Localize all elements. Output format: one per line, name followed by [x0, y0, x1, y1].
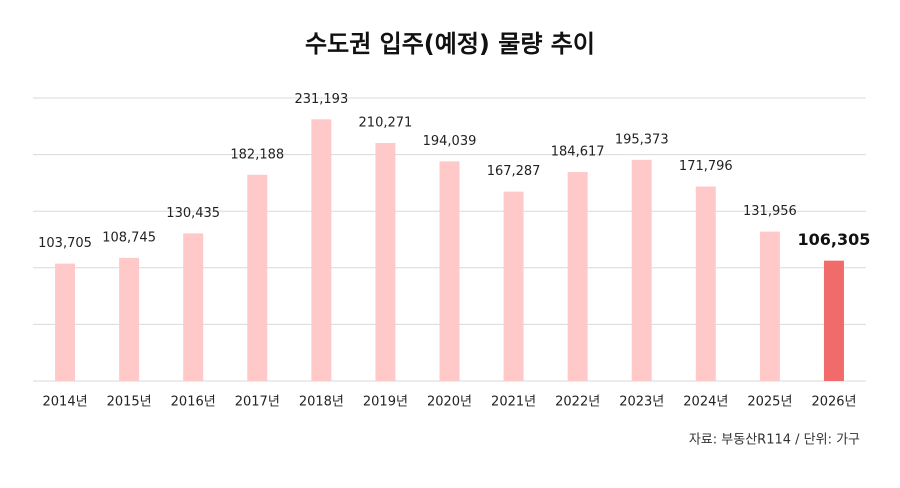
x-tick-label: 2024년 [683, 395, 728, 410]
bar [439, 161, 460, 381]
value-label: 108,745 [102, 230, 156, 245]
bar [695, 186, 716, 381]
value-label: 195,373 [615, 132, 669, 147]
bar [375, 142, 396, 381]
bar [823, 260, 844, 381]
bar [503, 191, 524, 381]
value-label: 231,193 [294, 92, 348, 107]
x-tick-label: 2023년 [619, 395, 664, 410]
value-label: 130,435 [166, 206, 220, 221]
value-label: 131,956 [743, 204, 797, 219]
x-tick-label: 2021년 [491, 395, 536, 410]
bar [567, 172, 588, 381]
x-tick-label: 2015년 [107, 395, 152, 410]
value-label: 103,705 [38, 236, 92, 251]
value-label: 171,796 [679, 159, 733, 174]
value-label: 182,188 [230, 147, 284, 162]
x-tick-label: 2018년 [299, 395, 344, 410]
bar [183, 233, 204, 381]
bar [119, 257, 140, 381]
x-tick-label: 2025년 [747, 395, 792, 410]
x-tick-label: 2026년 [811, 395, 856, 410]
chart-title: 수도권 입주(예정) 물량 추이 [305, 30, 595, 58]
source-note: 자료: 부동산R114 / 단위: 가구 [689, 433, 860, 448]
bar [55, 263, 76, 381]
x-tick-label: 2019년 [363, 395, 408, 410]
x-tick-label: 2022년 [555, 395, 600, 410]
value-label: 167,287 [487, 164, 541, 179]
bar [247, 174, 268, 381]
x-tick-label: 2014년 [43, 395, 88, 410]
x-tick-label: 2020년 [427, 395, 472, 410]
value-label: 106,305 [798, 230, 871, 249]
x-tick-label: 2017년 [235, 395, 280, 410]
x-tick-label: 2016년 [171, 395, 216, 410]
value-label: 184,617 [551, 145, 605, 160]
bar [631, 159, 652, 381]
bar [311, 119, 332, 381]
bar [759, 231, 780, 381]
value-label: 194,039 [423, 134, 477, 149]
value-label: 210,271 [359, 115, 413, 130]
